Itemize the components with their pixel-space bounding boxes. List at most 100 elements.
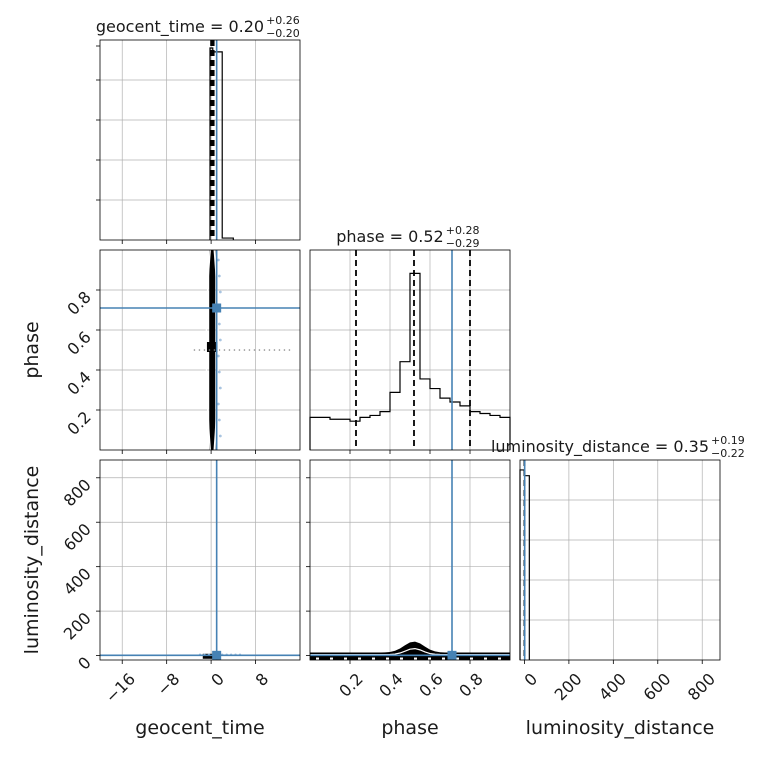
sample-point [278, 349, 281, 351]
y-tick-label: 800 [60, 475, 95, 510]
sample-point [203, 349, 206, 351]
histogram-geocent_time [209, 47, 234, 240]
panel-2d-geocent_time-luminosity_distance: −16 −8 0 8 0 200 400 600 800 [60, 459, 301, 707]
histogram-phase [309, 272, 511, 450]
sample-point [273, 349, 276, 351]
y-tick-label: 600 [60, 520, 95, 555]
x-tick-label: 0 [207, 669, 228, 690]
sample-point [263, 349, 266, 351]
x-tick-label: 400 [595, 669, 630, 704]
panel-hist-luminosity_distance: 0 200 400 600 800 luminosity_distance = 0.35 +… [491, 434, 745, 704]
x-tick-label: 0.8 [455, 669, 486, 700]
x-tick-label: 0.2 [335, 669, 366, 700]
sample-gap [400, 657, 403, 660]
sample-gap [414, 657, 417, 660]
sample-gap [470, 657, 473, 660]
panel-title-plus: +0.19 [711, 434, 745, 447]
panel-2d-phase-luminosity_distance: 0.2 0.4 0.6 0.8 [306, 459, 511, 701]
x-tick-label: 200 [551, 669, 586, 704]
sample-gap [484, 657, 487, 660]
sample-point [243, 349, 246, 351]
panel-frame [309, 249, 511, 451]
sample-point [268, 349, 271, 351]
sample-point [193, 349, 196, 351]
y-tick-label: 0.8 [63, 287, 94, 318]
x-tick-label: 8 [252, 669, 273, 690]
sample-point [217, 274, 221, 278]
sample-point [288, 349, 291, 351]
sample-density [202, 653, 213, 659]
x-tick-label: 600 [639, 669, 674, 704]
sample-point [198, 349, 201, 351]
x-tick-label: −8 [153, 669, 183, 699]
panel-title-minus: −0.20 [266, 27, 300, 40]
sample-point [217, 322, 221, 326]
panel-frame [519, 459, 721, 661]
panel-2d-geocent_time-phase: 0.2 0.4 0.6 0.8 [63, 249, 301, 454]
sample-point [223, 349, 226, 351]
y-tick-label: 0.4 [63, 367, 94, 398]
sample-point [218, 338, 222, 342]
sample-point [216, 258, 220, 262]
sample-gap [372, 657, 375, 660]
sample-gap [330, 657, 333, 660]
y-axis-title-luminosity_distance: luminosity_distance [21, 466, 43, 655]
sample-point [283, 349, 286, 351]
sample-point [238, 349, 241, 351]
panel-title-plus: +0.26 [266, 14, 300, 27]
panel-title-plus: +0.28 [446, 224, 480, 237]
x-axis-title-phase: phase [381, 717, 438, 739]
sample-gap [428, 657, 431, 660]
sample-point [217, 370, 221, 374]
panel-title-minus: −0.29 [446, 237, 480, 250]
sample-point [208, 349, 211, 351]
sample-gap [316, 657, 319, 660]
panel-frame [309, 459, 511, 661]
sample-gap [442, 657, 445, 660]
sample-point [253, 349, 256, 351]
sample-gap [358, 657, 361, 660]
panel-frame [99, 249, 301, 451]
panel-title-luminosity_distance: luminosity_distance = 0.35 +0.19−0.22 [491, 434, 745, 460]
sample-point [248, 349, 251, 351]
x-tick-label: 0.4 [375, 669, 406, 700]
x-axis-title-geocent_time: geocent_time [135, 717, 264, 739]
panel-hist-geocent_time: geocent_time = 0.20 +0.26−0.20 [96, 14, 301, 244]
y-tick-label: 0 [74, 653, 95, 674]
sample-gap [344, 657, 347, 660]
panel-title-geocent_time: geocent_time = 0.20 +0.26−0.20 [96, 14, 300, 40]
y-tick-label: 0.6 [63, 327, 94, 358]
sample-point [218, 434, 222, 438]
sample-point [258, 349, 261, 351]
x-tick-label: 800 [684, 669, 719, 704]
density-peak [206, 342, 219, 352]
x-tick-label: 0 [521, 669, 542, 690]
sample-point [218, 290, 222, 294]
sample-point [218, 349, 221, 351]
x-tick-label: −16 [102, 669, 139, 706]
panel-title-text: phase = 0.52 [336, 227, 443, 246]
truth-marker [212, 303, 222, 313]
panel-title-text: luminosity_distance = 0.35 [491, 437, 709, 457]
panel-frame [99, 459, 301, 661]
panel-title-minus: −0.22 [711, 447, 745, 460]
sample-gap [456, 657, 459, 660]
panel-frame [99, 39, 301, 241]
x-tick-label: 0.6 [415, 669, 446, 700]
sample-point [233, 349, 236, 351]
y-tick-label: 0.2 [63, 407, 94, 438]
sample-point [216, 402, 220, 406]
sample-point [216, 354, 220, 358]
truth-marker [447, 650, 457, 660]
sample-point [213, 349, 216, 351]
panel-hist-phase: phase = 0.52 +0.28−0.29 [309, 224, 511, 454]
y-axis-title-phase: phase [21, 321, 43, 378]
y-tick-label: 200 [60, 609, 95, 644]
sample-point [217, 418, 221, 422]
x-axis-title-luminosity_distance: luminosity_distance [526, 717, 715, 739]
sample-point [218, 386, 222, 390]
truth-marker [212, 650, 222, 660]
y-tick-label: 400 [60, 564, 95, 599]
density-region [193, 250, 291, 450]
